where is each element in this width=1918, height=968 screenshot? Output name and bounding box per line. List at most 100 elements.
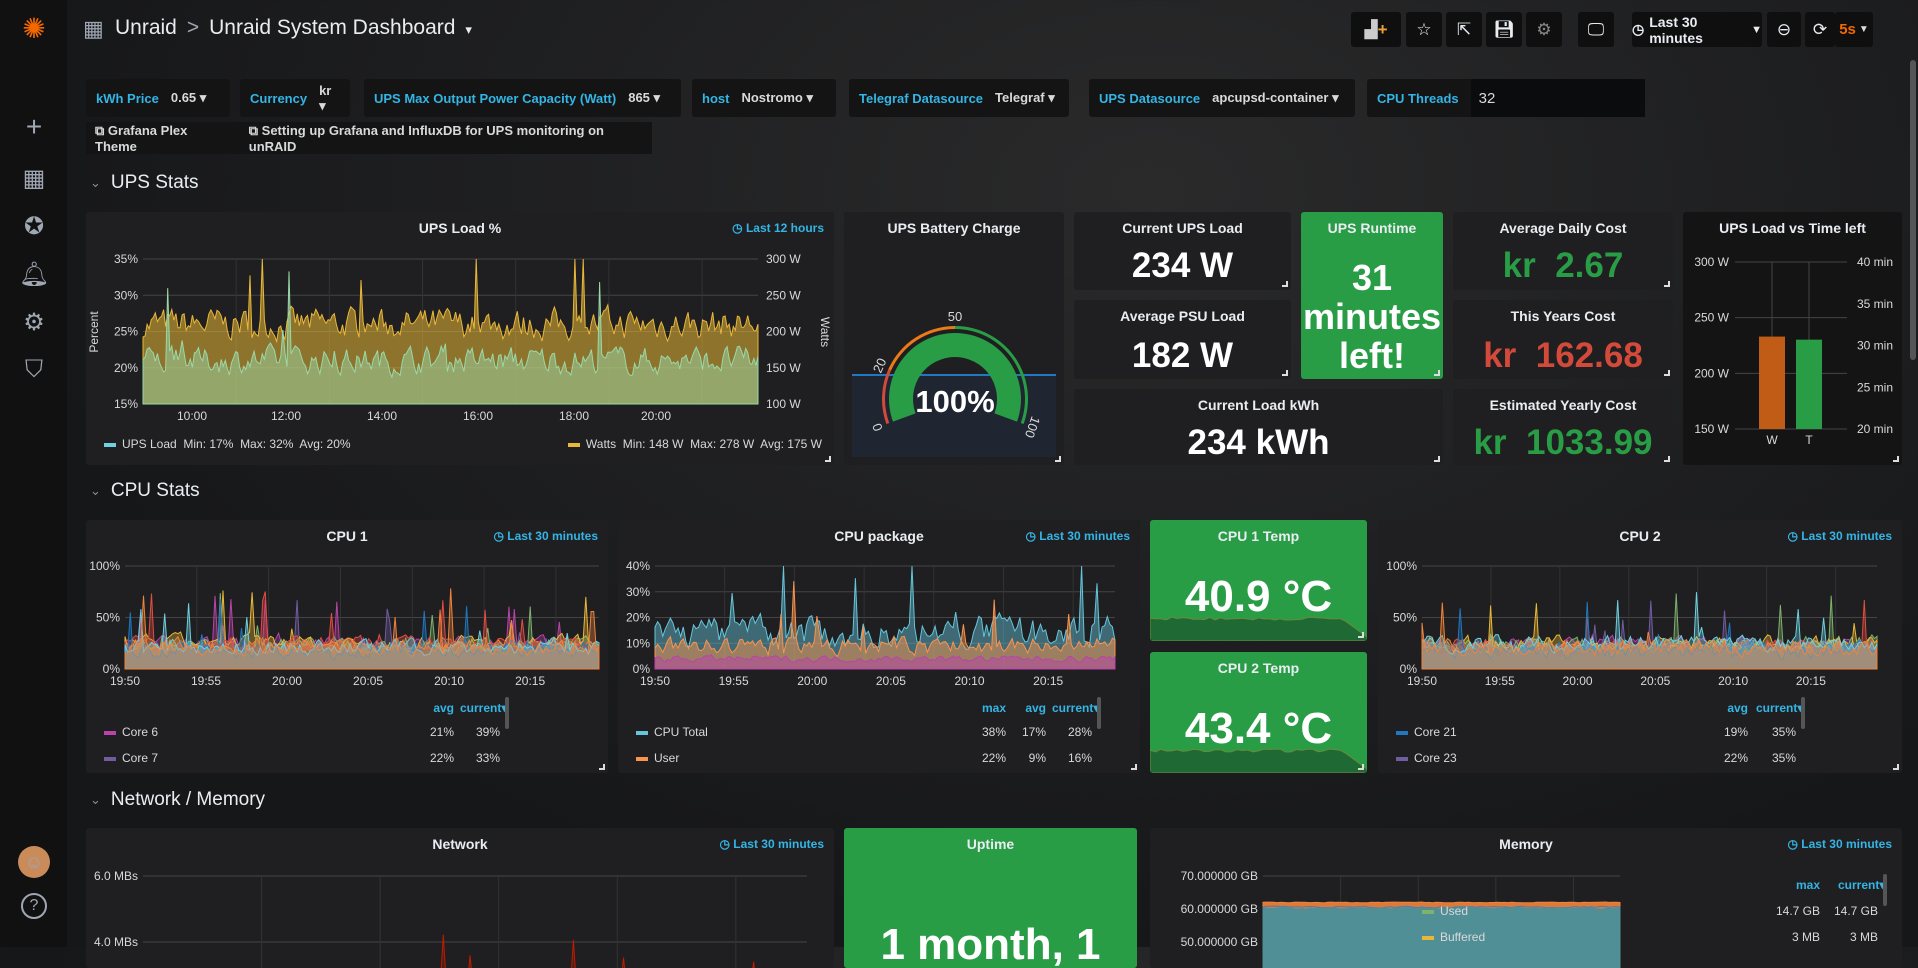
refresh-interval-picker[interactable]: 5s ▼ [1835, 12, 1873, 47]
row-cpu-stats[interactable]: ⌄ CPU Stats [90, 480, 200, 502]
ups-load-chart[interactable]: 35% 30% 25% 20% 15% 300 W 250 W 200 W 150 W 100 W… [86, 212, 834, 465]
legend-series[interactable]: Buffered [1422, 930, 1485, 944]
resize-handle[interactable] [1282, 281, 1288, 287]
resize-handle[interactable] [1664, 456, 1670, 462]
cpu-2-chart[interactable]: 100% 50% 0%19:50 19:55 20:00 20:05 20:10 20:15 [1378, 520, 1902, 710]
resize-handle[interactable] [1055, 456, 1061, 462]
link-label[interactable]: Grafana Plex Theme [95, 122, 188, 154]
variable-cpu-threads[interactable]: CPU Threads 32 [1367, 79, 1645, 117]
variable-value[interactable]: Nostromo [741, 90, 813, 106]
panel-cpu-1-temp[interactable]: CPU 1 Temp 40.9 °C [1150, 520, 1367, 641]
gear-icon[interactable]: ⚙ [23, 308, 45, 336]
legend-series[interactable]: Used [1422, 904, 1468, 918]
variable-value[interactable]: 0.65 [171, 90, 206, 106]
legend-scrollbar[interactable] [505, 697, 509, 729]
resize-handle[interactable] [1358, 632, 1364, 638]
panel-network[interactable]: Network ◷ Last 30 minutes 6.0 MBs 4.0 MBs… [86, 828, 834, 968]
cpu-1-chart[interactable]: 100% 50% 0%19:50 19:55 20:00 20:05 20:10 20:15 [86, 520, 608, 710]
resize-handle[interactable] [1131, 764, 1137, 770]
share-button[interactable]: ⇱ [1446, 12, 1482, 47]
panel-cpu-2-temp[interactable]: CPU 2 Temp 43.4 °C [1150, 652, 1367, 773]
row-ups-stats[interactable]: ⌄ UPS Stats [90, 172, 199, 194]
time-picker[interactable]: ◷ Last 30 minutes ▼ [1632, 12, 1762, 47]
variable-ups-max-output[interactable]: UPS Max Output Power Capacity (Watt) 865 [364, 79, 681, 117]
page-scrollbar[interactable] [1910, 60, 1916, 360]
variable-value[interactable]: apcupsd-container [1212, 90, 1338, 106]
link-ups-monitoring-guide[interactable]: ⧉ Setting up Grafana and InfluxDB for UP… [249, 123, 643, 154]
resize-handle[interactable] [1282, 370, 1288, 376]
cpu-threads-input[interactable]: 32 [1470, 79, 1645, 117]
resize-handle[interactable] [1434, 456, 1440, 462]
link-grafana-plex-theme[interactable]: ⧉ Grafana Plex Theme [95, 123, 229, 154]
panel-average-psu-load[interactable]: Average PSU Load 182 W [1074, 300, 1291, 379]
panel-ups-runtime[interactable]: UPS Runtime 31 minutes left! [1301, 212, 1443, 379]
breadcrumb-parent[interactable]: Unraid [115, 16, 177, 39]
legend-scrollbar[interactable] [1097, 697, 1101, 729]
panel-cpu-2[interactable]: CPU 2 ◷ Last 30 minutes 100% 50% 0% 19:50 19… [1378, 520, 1902, 773]
plus-icon[interactable]: + [25, 111, 43, 142]
cpu-package-chart[interactable]: 40% 30% 20% 10% 0%19:50 19:55 20:00 20:05 20:10 2… [618, 520, 1140, 710]
zoom-out-button[interactable]: ⊖ [1767, 12, 1801, 47]
legend-column-current[interactable]: current▾ [1756, 701, 1804, 715]
legend-column-avg[interactable]: avg [1025, 701, 1046, 715]
legend-ups-load[interactable]: UPS Load Min: 17% Max: 32% Avg: 20% [104, 437, 351, 451]
avatar[interactable]: ☺ [18, 846, 50, 878]
panel-ups-load-vs-time-left[interactable]: UPS Load vs Time left 300 W 250 W 200 W 150… [1683, 212, 1902, 465]
legend-column-max[interactable]: max [1795, 878, 1820, 892]
row-network-memory[interactable]: ⌄ Network / Memory [90, 789, 265, 811]
grafana-logo-icon[interactable]: ✺ [22, 12, 46, 44]
save-button[interactable]: 💾︎ [1486, 12, 1522, 47]
legend-column-avg[interactable]: avg [1727, 701, 1748, 715]
panel-uptime[interactable]: Uptime 1 month, 1 [844, 828, 1137, 968]
panel-ups-load[interactable]: UPS Load % ◷ Last 12 hours 35% 30% 25% 20% 1… [86, 212, 834, 465]
variable-host[interactable]: host Nostromo [692, 79, 836, 117]
legend-series[interactable]: Core 7 [104, 751, 158, 765]
breadcrumb[interactable]: Unraid > Unraid System Dashboard ▾ [115, 16, 472, 40]
resize-handle[interactable] [1358, 764, 1364, 770]
legend-series[interactable]: Core 23 [1396, 751, 1457, 765]
dashboard-title[interactable]: Unraid System Dashboard [209, 16, 456, 39]
help-icon[interactable]: ? [21, 893, 47, 919]
variable-ups-datasource[interactable]: UPS Datasource apcupsd-container [1089, 79, 1355, 117]
resize-handle[interactable] [1664, 281, 1670, 287]
variable-currency[interactable]: Currency kr [240, 79, 350, 117]
panel-average-daily-cost[interactable]: Average Daily Cost kr 2.67 [1453, 212, 1673, 290]
panel-current-ups-load[interactable]: Current UPS Load 234 W [1074, 212, 1291, 290]
dashboards-icon[interactable]: ▦ [22, 164, 46, 192]
legend-series[interactable]: CPU Total [636, 725, 708, 739]
variable-telegraf-datasource[interactable]: Telegraf Datasource Telegraf [849, 79, 1069, 117]
star-button[interactable]: ☆ [1406, 12, 1442, 47]
variable-value[interactable]: Telegraf [995, 90, 1055, 106]
legend-series[interactable]: Core 6 [104, 725, 158, 739]
legend-scrollbar[interactable] [1801, 697, 1805, 729]
resize-handle[interactable] [1893, 456, 1899, 462]
panel-cpu-package[interactable]: CPU package ◷ Last 30 minutes 40% 30% 20% 1… [618, 520, 1140, 773]
variable-value[interactable]: 865 [628, 90, 660, 106]
resize-handle[interactable] [825, 456, 831, 462]
compass-icon[interactable]: ✪ [23, 212, 45, 240]
legend-column-current[interactable]: current▾ [1838, 878, 1886, 892]
panel-estimated-yearly-cost[interactable]: Estimated Yearly Cost kr 1033.99 [1453, 389, 1673, 465]
resize-handle[interactable] [1664, 370, 1670, 376]
resize-handle[interactable] [1434, 370, 1440, 376]
legend-series[interactable]: Core 21 [1396, 725, 1457, 739]
legend-column-avg[interactable]: avg [433, 701, 454, 715]
variable-kwh-price[interactable]: kWh Price 0.65 [86, 79, 230, 117]
panel-ups-battery-charge[interactable]: UPS Battery Charge 0 20 50 100 100% [844, 212, 1064, 465]
panel-current-load-kwh[interactable]: Current Load kWh 234 kWh [1074, 389, 1443, 465]
link-label[interactable]: Setting up Grafana and InfluxDB for UPS … [248, 122, 604, 154]
tv-mode-button[interactable]: 🖵︎ [1578, 12, 1614, 47]
refresh-button[interactable]: ⟳ [1805, 12, 1835, 47]
legend-series[interactable]: User [636, 751, 679, 765]
settings-button[interactable]: ⚙ [1526, 12, 1562, 47]
legend-column-current[interactable]: current▾ [1052, 701, 1100, 715]
resize-handle[interactable] [599, 764, 605, 770]
add-panel-button[interactable]: ▟+ [1351, 12, 1401, 47]
panel-memory[interactable]: Memory ◷ Last 30 minutes 70.000000 GB 60.… [1150, 828, 1902, 968]
resize-handle[interactable] [1893, 764, 1899, 770]
legend-watts[interactable]: Watts Min: 148 W Max: 278 W Avg: 175 W [567, 437, 822, 451]
panel-this-years-cost[interactable]: This Years Cost kr 162.68 [1453, 300, 1673, 379]
variable-value[interactable]: kr [319, 83, 340, 114]
shield-icon[interactable]: ⛉ [25, 356, 43, 383]
